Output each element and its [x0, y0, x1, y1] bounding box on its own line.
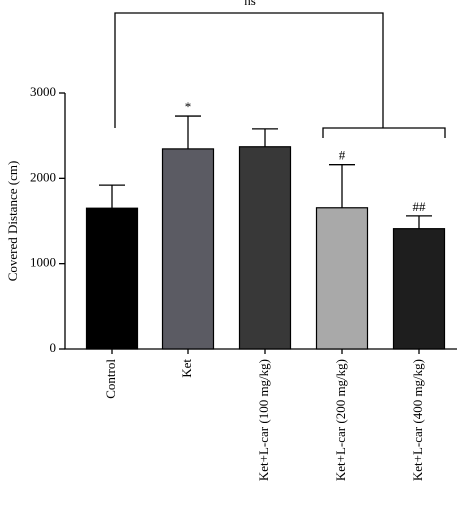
comparison-bracket [114, 12, 384, 128]
significance-marker: # [339, 148, 346, 163]
bar [238, 146, 292, 350]
x-tick-label: Control [103, 359, 118, 399]
group-bracket [322, 127, 446, 138]
comparison-label: ns [244, 0, 256, 8]
bar [315, 207, 369, 350]
bar [392, 228, 446, 350]
significance-marker: * [185, 99, 192, 114]
x-tick-label: Ket+L-car (200 mg/kg) [333, 359, 348, 481]
x-tick-label: Ket+L-car (400 mg/kg) [410, 359, 425, 481]
y-tick-label: 0 [50, 340, 57, 355]
y-tick-label: 1000 [30, 255, 56, 270]
y-axis-label: Covered Distance (cm) [5, 161, 20, 282]
bar [161, 148, 215, 350]
significance-marker: ## [413, 199, 427, 214]
x-tick-label: Ket [179, 359, 194, 378]
bar [85, 207, 139, 350]
x-tick-label: Ket+L-car (100 mg/kg) [256, 359, 271, 481]
y-tick-label: 2000 [30, 169, 56, 184]
y-tick-label: 3000 [30, 84, 56, 99]
